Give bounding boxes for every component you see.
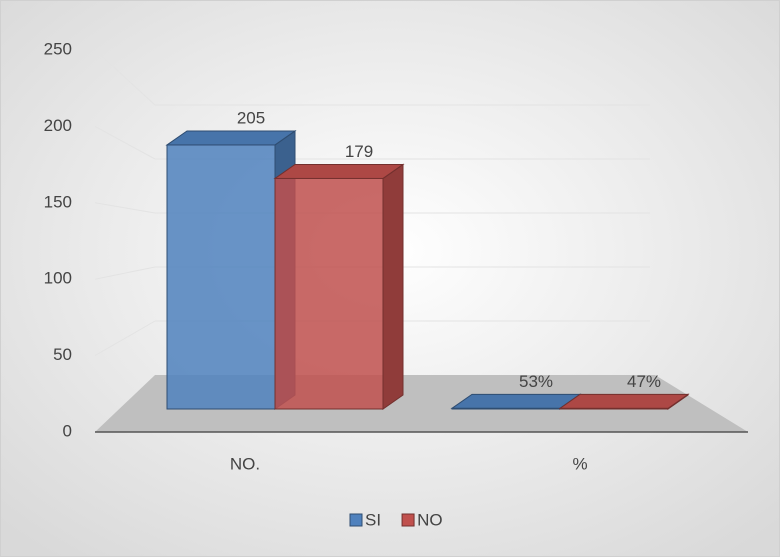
data-label: 205 [237, 108, 265, 127]
x-tick-label: NO. [230, 454, 260, 473]
bar [274, 177, 384, 410]
y-tick-label: 200 [44, 116, 72, 135]
legend-label: NO [417, 510, 443, 529]
bar [451, 407, 561, 410]
legend-swatch [401, 513, 415, 527]
x-tick-label: % [572, 454, 587, 473]
data-label: 53% [519, 372, 553, 391]
data-label: 47% [627, 372, 661, 391]
bar-top [558, 393, 690, 409]
bar-top [165, 130, 297, 146]
legend-swatch [349, 513, 363, 527]
grid-line [94, 320, 156, 357]
grid-line [94, 125, 156, 160]
bar-top [273, 163, 405, 179]
bar-side [382, 163, 404, 410]
y-tick-label: 50 [53, 345, 72, 364]
y-tick-label: 150 [44, 192, 72, 211]
y-tick-label: 100 [44, 269, 72, 288]
bar-top [450, 393, 582, 409]
y-tick-label: 0 [63, 421, 72, 440]
grid-line [94, 266, 156, 280]
grid-line [94, 49, 156, 106]
grid-line [94, 202, 156, 214]
y-tick-label: 250 [44, 39, 72, 58]
legend-label: SI [365, 510, 381, 529]
data-label: 179 [345, 142, 373, 161]
bar [559, 407, 669, 410]
bar [166, 144, 276, 410]
